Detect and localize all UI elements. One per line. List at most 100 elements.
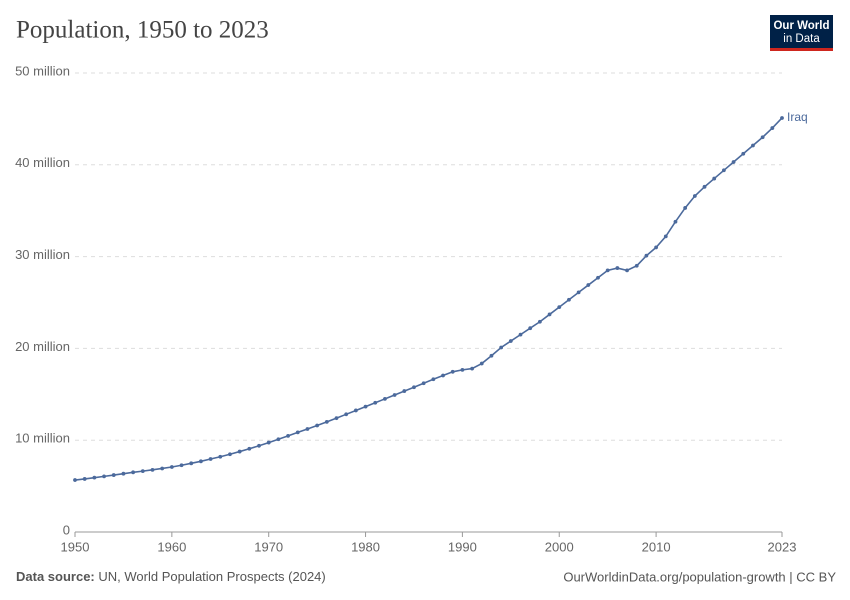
data-point: [431, 377, 436, 382]
data-point: [712, 176, 717, 181]
data-point: [741, 151, 746, 156]
source-text: UN, World Population Prospects (2024): [98, 569, 325, 584]
data-point: [305, 427, 310, 431]
y-tick-label: 0: [63, 522, 70, 537]
data-point: [344, 412, 349, 417]
logo-text: in Data: [783, 33, 820, 45]
data-point: [751, 143, 755, 148]
series-line: [74, 117, 783, 481]
data-point: [421, 381, 426, 386]
x-tick-label: 1970: [254, 539, 283, 554]
data-point: [150, 467, 155, 472]
source-label: Data source:: [16, 569, 95, 584]
data-point: [179, 463, 184, 468]
data-point: [257, 443, 261, 448]
data-point: [402, 389, 407, 393]
data-point: [199, 459, 203, 464]
data-point: [140, 469, 145, 474]
data-point: [102, 474, 106, 479]
data-point: [237, 449, 242, 454]
data-point: [518, 332, 523, 337]
data-point: [692, 194, 697, 198]
data-point: [334, 416, 339, 421]
data-point: [169, 465, 174, 469]
data-point: [625, 268, 629, 273]
data-point: [702, 184, 707, 189]
data-point: [663, 234, 668, 239]
data-point: [295, 430, 300, 435]
data-point: [160, 466, 165, 471]
data-point: [489, 353, 494, 358]
footer-right: OurWorldinData.org/population-growth | C…: [563, 569, 836, 584]
data-point: [615, 266, 620, 270]
y-tick-label: 10 million: [15, 431, 70, 446]
data-point: [276, 437, 281, 442]
logo: [770, 15, 833, 51]
x-tick-label: 2023: [768, 539, 797, 554]
data-point: [683, 206, 688, 210]
data-point: [721, 168, 726, 173]
data-point: [644, 253, 649, 258]
data-point: [266, 440, 271, 445]
data-point: [383, 396, 387, 401]
data-point: [92, 475, 97, 480]
data-point: [760, 135, 765, 140]
data-point: [324, 419, 329, 424]
data-point: [634, 263, 639, 268]
y-tick-label: 40 million: [15, 155, 70, 170]
data-point: [373, 400, 378, 405]
data-point: [605, 268, 610, 273]
x-tick-label: 2000: [545, 539, 574, 554]
data-point: [218, 454, 223, 459]
x-tick-label: 1950: [61, 539, 90, 554]
data-point: [82, 477, 87, 481]
data-point: [508, 339, 513, 343]
x-tick-label: 1980: [351, 539, 380, 554]
data-point: [499, 345, 504, 350]
data-point: [470, 366, 474, 371]
data-point: [208, 457, 213, 461]
data-point: [770, 126, 775, 130]
data-point: [537, 319, 542, 324]
data-point: [392, 393, 397, 397]
data-point: [441, 373, 445, 378]
data-point: [412, 385, 416, 390]
data-point: [286, 433, 290, 438]
data-point: [596, 275, 600, 280]
data-point: [73, 478, 77, 482]
data-point: [557, 305, 562, 309]
y-tick-label: 30 million: [15, 247, 70, 262]
data-point: [479, 361, 484, 366]
logo-bar: [770, 48, 833, 51]
data-point: [228, 452, 232, 457]
logo-text: Our World: [773, 20, 829, 32]
data-point: [576, 290, 581, 295]
data-point: [460, 367, 465, 372]
y-tick-label: 50 million: [15, 63, 70, 78]
data-point: [780, 116, 784, 120]
data-point: [586, 283, 591, 287]
x-tick-label: 1960: [157, 539, 186, 554]
source: Data source: UN, World Population Prospe…: [16, 569, 326, 584]
data-point: [353, 408, 358, 413]
x-tick-label: 1990: [448, 539, 477, 554]
x-tick-label: 2010: [642, 539, 671, 554]
data-point: [131, 470, 136, 475]
data-point: [567, 297, 571, 302]
data-point: [111, 473, 116, 477]
data-point: [363, 404, 368, 409]
data-point: [121, 471, 126, 476]
data-point: [654, 245, 658, 250]
data-point: [247, 446, 252, 451]
data-point: [547, 312, 552, 317]
data-point: [450, 369, 455, 374]
data-point: [528, 326, 533, 331]
data-point: [315, 423, 320, 428]
data-point: [731, 160, 736, 164]
data-point: [673, 219, 678, 224]
series-label: Iraq: [787, 110, 808, 124]
chart-title: Population, 1950 to 2023: [16, 17, 269, 44]
y-tick-label: 20 million: [15, 339, 70, 354]
